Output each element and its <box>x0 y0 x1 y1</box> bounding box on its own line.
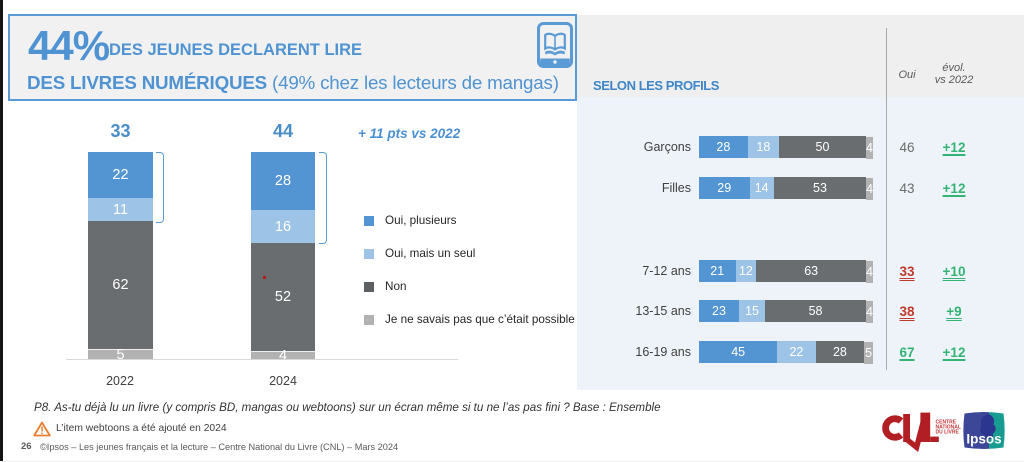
svg-text:Ipsos: Ipsos <box>966 432 1001 447</box>
svg-text:DU LIVRE: DU LIVRE <box>936 430 960 436</box>
svg-text:NATIONAL: NATIONAL <box>936 425 961 431</box>
svg-text:CENTRE: CENTRE <box>936 420 957 426</box>
